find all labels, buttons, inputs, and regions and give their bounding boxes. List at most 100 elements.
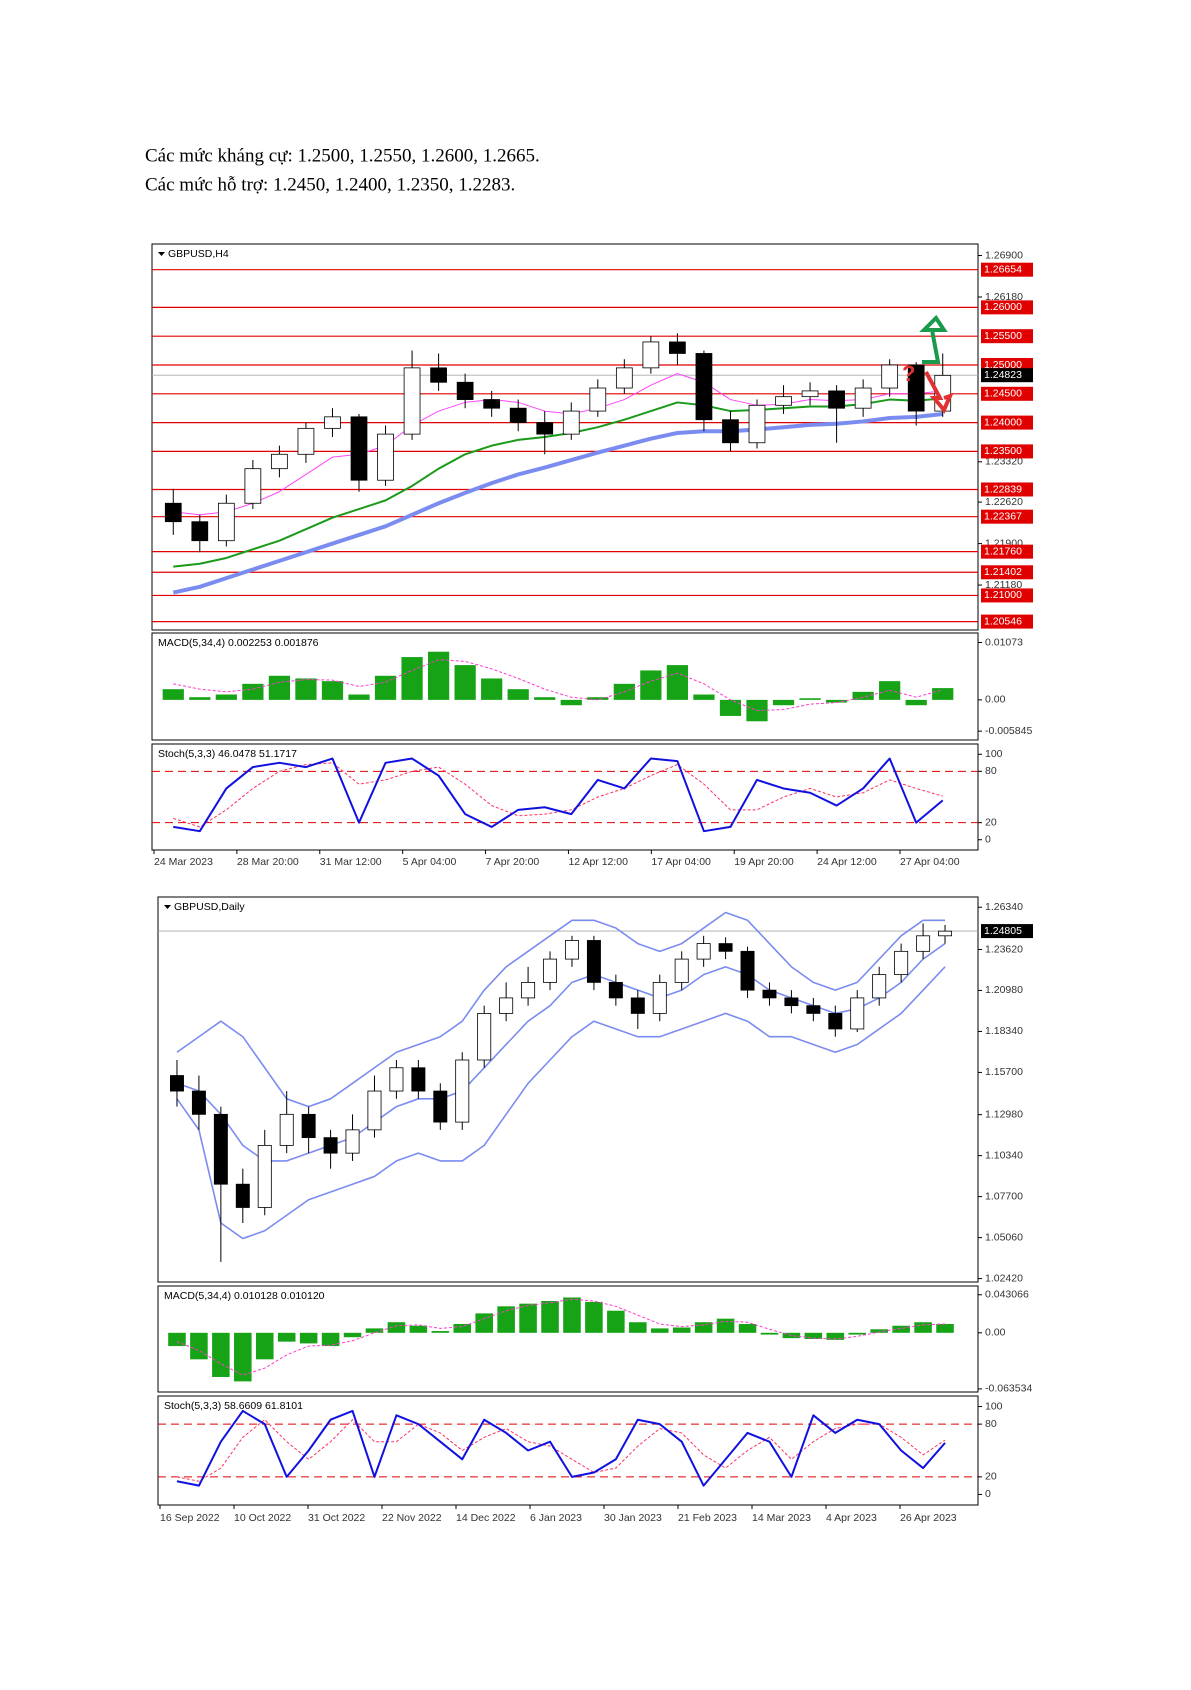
candle-body (586, 940, 601, 983)
current-price-label: 1.24805 (984, 925, 1022, 937)
candle-body (324, 416, 341, 429)
candle-body (483, 399, 501, 409)
candle-body (279, 1113, 294, 1146)
candle-body (907, 364, 925, 412)
x-tick-label: 28 Mar 20:00 (237, 856, 299, 868)
candle-body (389, 1067, 404, 1092)
y-tick-label: 1.26900 (985, 249, 1023, 261)
candle-body (411, 1067, 426, 1092)
candle-body (801, 390, 819, 398)
indicator-line (176, 911, 946, 1108)
macd-bar (365, 1328, 384, 1333)
x-tick-label: 24 Mar 2023 (154, 856, 213, 868)
title-marker (164, 905, 171, 909)
macd-bar (932, 688, 954, 700)
macd-bar (719, 699, 742, 716)
candle-body (872, 974, 887, 999)
candle-body (213, 1113, 228, 1185)
candle-body (589, 387, 607, 412)
y-tick-label: -0.063534 (985, 1383, 1032, 1395)
candle-body (850, 997, 865, 1030)
up-arrow (919, 314, 948, 364)
x-tick-label: 31 Mar 12:00 (320, 856, 382, 868)
macd-bar (234, 1332, 252, 1382)
macd-bar (650, 1328, 669, 1333)
candle-body (916, 935, 931, 952)
macd-bar (852, 691, 874, 700)
price-pane (157, 896, 979, 1283)
candle-body (630, 997, 645, 1014)
x-tick-label: 31 Oct 2022 (308, 1512, 365, 1524)
candle-body (455, 1059, 470, 1123)
candle-body (806, 1005, 821, 1014)
macd-bar (563, 1297, 581, 1333)
level-label-box (981, 614, 1033, 629)
candle-body (740, 950, 755, 991)
y-tick-label: 1.23320 (985, 456, 1023, 468)
y-tick-label: 20 (985, 816, 997, 828)
macd-bar (343, 1332, 362, 1338)
level-label-box (981, 544, 1033, 559)
macd-bar (427, 651, 450, 700)
y-tick-label: 1.10340 (985, 1149, 1023, 1161)
macd-bar (401, 657, 423, 700)
level-label: 1.25500 (984, 330, 1022, 342)
y-tick-label: 0.00 (985, 694, 1006, 706)
y-tick-label: 0.01073 (985, 636, 1023, 648)
level-label: 1.24500 (984, 388, 1022, 400)
candle-body (271, 453, 288, 470)
chart-title: GBPUSD,H4 (168, 248, 229, 260)
y-tick-label: 1.02420 (985, 1272, 1023, 1284)
macd-bar (497, 1306, 515, 1333)
y-tick-label: 80 (985, 765, 997, 777)
macd-bar (431, 1331, 450, 1333)
macd-bar (190, 1332, 208, 1360)
macd-bar (212, 1332, 230, 1377)
macd-bar (629, 1322, 647, 1333)
macd-bar (826, 1332, 845, 1340)
macd-bar (560, 699, 582, 706)
macd-bar (825, 699, 848, 703)
macd-bar (607, 1310, 625, 1333)
x-tick-label: 14 Mar 2023 (752, 1512, 811, 1524)
y-tick-label: 1.18340 (985, 1025, 1023, 1037)
candle-body (564, 940, 579, 960)
x-tick-label: 14 Dec 2022 (456, 1512, 516, 1524)
current-price-label: 1.24823 (984, 369, 1022, 381)
macd-bar (772, 699, 795, 706)
candle-body (674, 958, 689, 983)
candle-body (323, 1137, 338, 1154)
y-tick-label: 20 (985, 1471, 997, 1483)
macd-bar (892, 1325, 910, 1333)
macd-bar (387, 1322, 406, 1333)
stoch-signal (176, 1419, 946, 1482)
candle-body (696, 943, 711, 960)
macd-bar (534, 697, 556, 700)
macd-bar (694, 1322, 713, 1333)
y-tick-label: 1.15700 (985, 1066, 1023, 1078)
candle-body (695, 353, 713, 421)
level-label-box (981, 588, 1033, 603)
stoch-pane (157, 1395, 979, 1506)
y-tick-label: 0 (985, 1488, 991, 1500)
stoch-main (173, 757, 944, 833)
macd-bar (716, 1318, 735, 1333)
y-tick-label: 1.26340 (985, 901, 1023, 913)
level-label-box (981, 300, 1033, 315)
y-tick-label: 0 (985, 834, 991, 846)
candle-body (297, 427, 315, 455)
title-marker (158, 252, 165, 256)
macd-signal (176, 1298, 946, 1376)
candle-body (301, 1113, 316, 1139)
candle-body (828, 1013, 843, 1030)
macd-bar (507, 689, 529, 700)
y-tick-label: 1.22620 (985, 496, 1023, 508)
x-tick-label: 30 Jan 2023 (604, 1512, 662, 1524)
macd-bar (666, 665, 689, 700)
paragraph: Các mức hỗ trợ: 1.2450, 1.2400, 1.2350, … (145, 174, 515, 195)
candle-body (235, 1183, 250, 1208)
macd-bar (189, 697, 211, 700)
candle-body (367, 1090, 382, 1131)
level-label-box (981, 509, 1033, 524)
price-pane (151, 243, 979, 631)
